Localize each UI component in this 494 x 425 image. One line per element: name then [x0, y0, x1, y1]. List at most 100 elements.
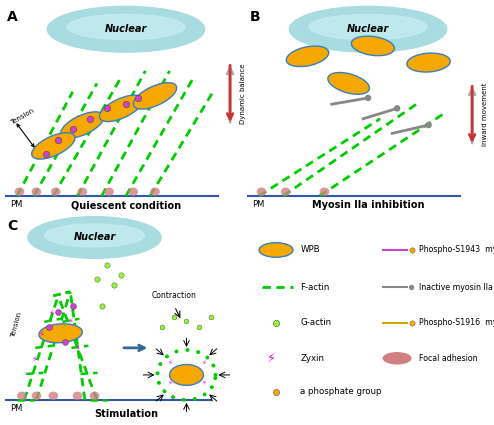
- Point: [42, 151, 50, 158]
- Point: [182, 317, 190, 324]
- Text: Inward movement: Inward movement: [482, 83, 488, 146]
- Point: [154, 370, 162, 377]
- Text: Inactive myosin IIa: Inactive myosin IIa: [419, 283, 493, 292]
- Point: [194, 348, 202, 355]
- Ellipse shape: [309, 14, 427, 40]
- Text: Quiescent condition: Quiescent condition: [71, 201, 181, 210]
- Ellipse shape: [382, 352, 412, 365]
- Text: A: A: [7, 11, 18, 25]
- Ellipse shape: [48, 391, 58, 400]
- Text: a phosphate group: a phosphate group: [300, 387, 382, 396]
- Point: [209, 362, 217, 369]
- Text: Focal adhesion: Focal adhesion: [419, 354, 478, 363]
- Point: [54, 136, 62, 143]
- Point: [93, 276, 101, 283]
- Point: [103, 261, 111, 268]
- Ellipse shape: [351, 36, 394, 56]
- Point: [191, 396, 199, 402]
- Ellipse shape: [47, 6, 205, 52]
- Point: [110, 282, 118, 289]
- Text: ⚡: ⚡: [39, 329, 44, 338]
- Point: [408, 320, 415, 326]
- Point: [155, 380, 163, 386]
- Ellipse shape: [28, 217, 161, 258]
- Ellipse shape: [150, 187, 160, 196]
- Text: ⚡: ⚡: [75, 343, 81, 352]
- Point: [424, 122, 433, 128]
- Ellipse shape: [133, 83, 177, 109]
- Ellipse shape: [17, 391, 27, 400]
- Ellipse shape: [73, 391, 82, 400]
- Point: [54, 309, 62, 316]
- Text: F-actin: F-actin: [300, 283, 329, 292]
- Ellipse shape: [67, 14, 185, 40]
- Text: Contraction: Contraction: [152, 291, 197, 300]
- Text: Zyxin: Zyxin: [300, 354, 324, 363]
- Text: ⚡: ⚡: [48, 308, 54, 317]
- Point: [180, 397, 188, 403]
- Point: [103, 105, 111, 112]
- Point: [204, 354, 211, 361]
- Text: Nuclear: Nuclear: [74, 232, 116, 243]
- Point: [272, 388, 280, 395]
- Point: [272, 320, 280, 326]
- Text: Nuclear: Nuclear: [105, 24, 147, 34]
- Point: [157, 361, 165, 368]
- Point: [117, 272, 125, 278]
- Ellipse shape: [320, 187, 329, 196]
- Text: Nuclear: Nuclear: [347, 24, 389, 34]
- Point: [195, 324, 203, 331]
- Text: C: C: [7, 219, 18, 233]
- Text: PM: PM: [252, 200, 264, 209]
- Point: [208, 384, 216, 391]
- Text: Tension: Tension: [10, 108, 36, 126]
- Ellipse shape: [15, 187, 24, 196]
- Ellipse shape: [169, 365, 204, 385]
- Ellipse shape: [289, 6, 447, 52]
- Ellipse shape: [89, 391, 99, 400]
- Text: B: B: [249, 11, 260, 25]
- Point: [172, 348, 180, 355]
- Point: [161, 388, 168, 394]
- Text: ⚡: ⚡: [167, 380, 172, 386]
- Ellipse shape: [32, 133, 75, 159]
- Point: [69, 126, 77, 133]
- Ellipse shape: [51, 187, 61, 196]
- Ellipse shape: [39, 324, 82, 343]
- Ellipse shape: [328, 73, 370, 94]
- Ellipse shape: [104, 187, 114, 196]
- Point: [44, 324, 52, 331]
- Ellipse shape: [61, 112, 104, 138]
- Text: Myosin IIa inhibition: Myosin IIa inhibition: [312, 201, 424, 210]
- Text: G-actin: G-actin: [300, 318, 331, 327]
- Ellipse shape: [78, 187, 87, 196]
- Point: [122, 101, 130, 108]
- Text: WPB: WPB: [300, 246, 320, 255]
- Text: Stimulation: Stimulation: [94, 409, 158, 419]
- Ellipse shape: [99, 95, 143, 122]
- Text: Tension: Tension: [10, 312, 22, 338]
- Point: [169, 394, 177, 400]
- Point: [98, 303, 106, 309]
- Point: [85, 116, 93, 122]
- Ellipse shape: [32, 187, 41, 196]
- Ellipse shape: [287, 46, 329, 67]
- Ellipse shape: [128, 187, 138, 196]
- Ellipse shape: [281, 187, 290, 196]
- Text: ⚡: ⚡: [201, 360, 206, 366]
- Ellipse shape: [259, 243, 293, 257]
- Point: [183, 346, 191, 353]
- Text: ⚡: ⚡: [31, 354, 37, 363]
- Point: [393, 105, 401, 112]
- Text: Dynamic balance: Dynamic balance: [240, 64, 246, 124]
- Point: [158, 324, 166, 331]
- Point: [206, 313, 214, 320]
- Text: ⚡: ⚡: [67, 316, 73, 325]
- Text: PM: PM: [10, 404, 22, 413]
- Text: ⚡: ⚡: [267, 352, 276, 365]
- Text: Phospho-S1943  myosin IIa: Phospho-S1943 myosin IIa: [419, 246, 494, 255]
- Point: [163, 353, 171, 360]
- Point: [211, 375, 219, 382]
- Point: [211, 371, 219, 378]
- Point: [408, 246, 415, 253]
